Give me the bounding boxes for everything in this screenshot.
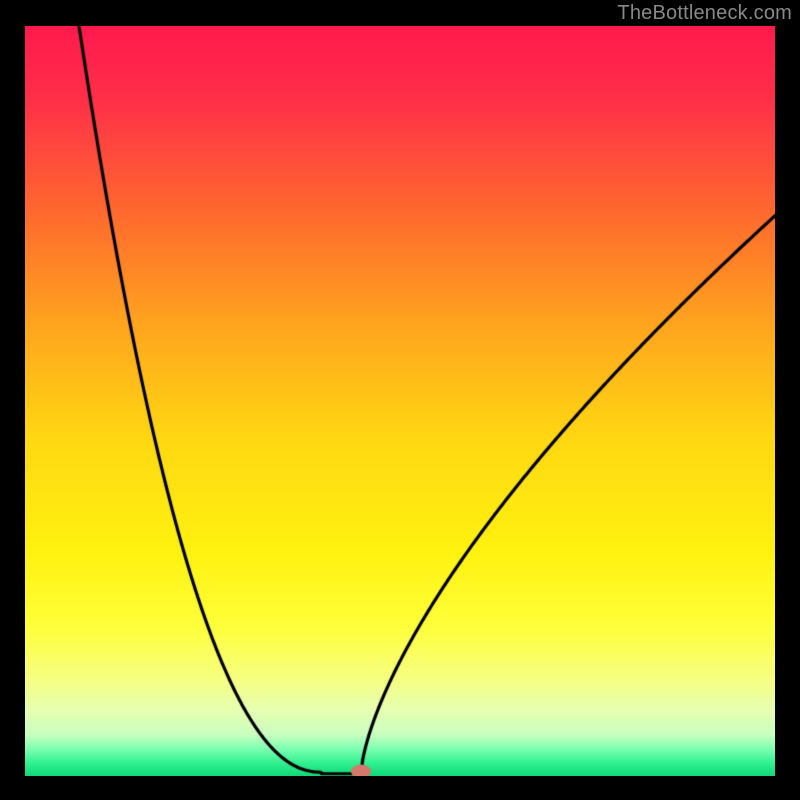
chart-canvas [25,26,775,776]
plot-area [25,26,775,776]
watermark-text: TheBottleneck.com [617,2,792,25]
chart-outer: TheBottleneck.com [0,0,800,800]
